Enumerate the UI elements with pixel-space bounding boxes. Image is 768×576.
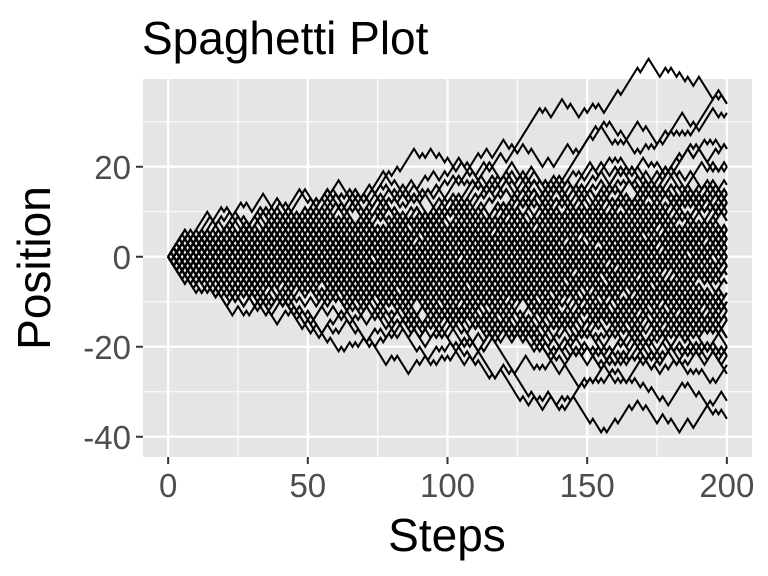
y-tick-label: 20	[94, 149, 131, 186]
chart-title: Spaghetti Plot	[142, 12, 429, 64]
y-tick-label: -20	[83, 329, 131, 366]
x-tick-label: 50	[289, 467, 326, 504]
x-tick-label: 100	[420, 467, 475, 504]
y-axis-ticks: -40 -20 0 20	[83, 149, 143, 456]
series-line	[167, 164, 728, 258]
y-tick-label: -40	[83, 419, 131, 456]
y-tick-label: 0	[113, 239, 131, 276]
series-lines	[167, 56, 728, 435]
series-line	[167, 236, 728, 282]
series-line	[167, 227, 728, 348]
x-axis-ticks: 0 50 100 150 200	[159, 457, 754, 504]
x-axis-title: Steps	[388, 509, 506, 561]
x-tick-label: 150	[560, 467, 615, 504]
x-tick-label: 200	[699, 467, 754, 504]
series-line	[167, 187, 728, 282]
y-axis-title: Position	[8, 186, 60, 350]
series-line	[167, 209, 728, 309]
x-tick-label: 0	[159, 467, 177, 504]
series-line	[167, 250, 728, 375]
